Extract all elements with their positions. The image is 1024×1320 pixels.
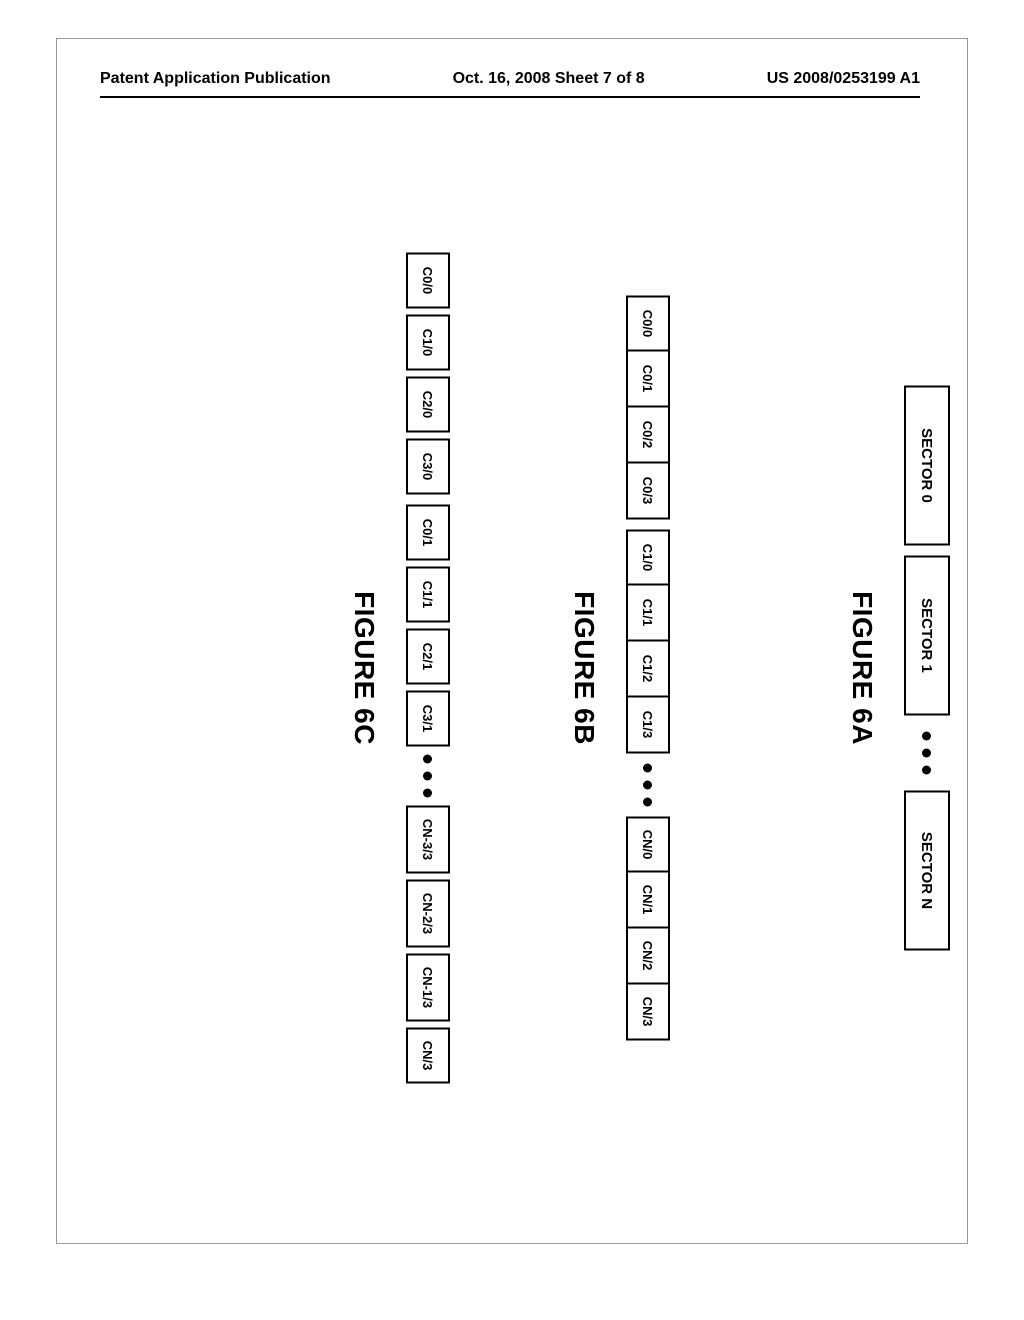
cell: C2/0 [406,377,450,433]
figure-6b: C0/0 C0/1 C0/2 C0/3 C1/0 C1/1 C1/2 C1/3 … [568,296,670,1041]
cell: CN-3/3 [406,806,450,874]
cell: C1/1 [626,586,670,642]
header-rule [100,96,920,98]
ellipsis [923,716,932,791]
header-center: Oct. 16, 2008 Sheet 7 of 8 [453,70,645,88]
cell: C0/0 [626,296,670,352]
figure-6a-row: SECTOR 0 SECTOR 1 SECTOR N [904,386,950,951]
sector-cell: SECTOR N [904,791,950,951]
sector-cell: SECTOR 0 [904,386,950,546]
cell: C1/0 [406,315,450,371]
cell: CN-2/3 [406,880,450,948]
header-right: US 2008/0253199 A1 [767,70,920,88]
header-row: Patent Application Publication Oct. 16, … [100,70,920,88]
cell: C0/1 [406,505,450,561]
cell: C1/2 [626,642,670,698]
cell: C0/3 [626,464,670,520]
header-left: Patent Application Publication [100,70,331,88]
cell: C1/0 [626,530,670,586]
figure-6c: C0/0 C1/0 C2/0 C3/0 C0/1 C1/1 C2/1 C3/1 … [348,253,450,1084]
cell: C3/0 [406,439,450,495]
ellipsis [644,754,653,817]
figure-label: FIGURE 6C [348,591,380,745]
cell: CN-1/3 [406,954,450,1022]
cell: CN/3 [626,985,670,1041]
figure-6b-row: C0/0 C0/1 C0/2 C0/3 C1/0 C1/1 C1/2 C1/3 … [626,296,670,1041]
cell: C1/3 [626,698,670,754]
cell: C2/1 [406,629,450,685]
cell: C1/1 [406,567,450,623]
cell: C0/0 [406,253,450,309]
figure-label: FIGURE 6B [568,591,600,745]
cell: CN/1 [626,873,670,929]
diagram-area: SECTOR 0 SECTOR 1 SECTOR N FIGURE 6A C0/… [10,298,1010,1038]
ellipsis [424,747,433,806]
cell: C3/1 [406,691,450,747]
cell: CN/0 [626,817,670,873]
sector-cell: SECTOR 1 [904,556,950,716]
cell: C0/2 [626,408,670,464]
cell: CN/2 [626,929,670,985]
figure-6a: SECTOR 0 SECTOR 1 SECTOR N FIGURE 6A [846,386,950,951]
figure-label: FIGURE 6A [846,591,878,745]
figure-6c-row: C0/0 C1/0 C2/0 C3/0 C0/1 C1/1 C2/1 C3/1 … [406,253,450,1084]
cell: C0/1 [626,352,670,408]
cell: CN/3 [406,1028,450,1084]
